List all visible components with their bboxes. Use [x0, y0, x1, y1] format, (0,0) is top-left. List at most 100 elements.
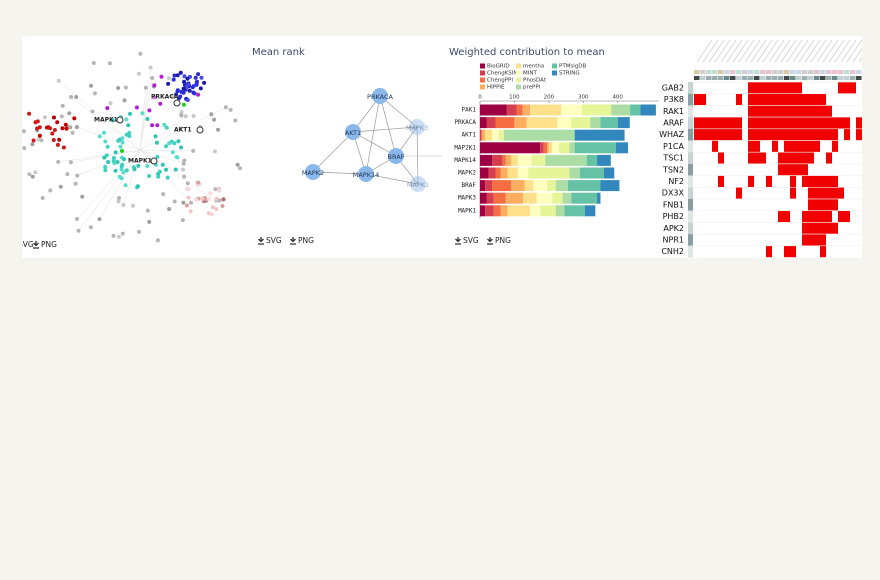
node	[108, 101, 113, 106]
download-button[interactable]: PNG	[33, 240, 57, 249]
heatmap-cell	[820, 199, 826, 211]
heatmap-cell	[766, 94, 772, 106]
legend-label: prePPI	[523, 85, 541, 91]
heatmap-cell	[808, 199, 814, 211]
annotation-cell	[790, 76, 796, 80]
download-button[interactable]: SVG	[258, 236, 282, 245]
annotation-cell	[760, 70, 766, 74]
heatmap-cell	[712, 129, 718, 141]
node	[196, 180, 201, 185]
node	[196, 92, 201, 97]
button-label[interactable]: PNG	[41, 240, 57, 249]
node	[171, 77, 176, 82]
node	[214, 196, 219, 201]
node	[150, 76, 155, 80]
node	[210, 205, 215, 210]
heatmap-cell	[790, 164, 796, 176]
heatmap-cell	[778, 152, 784, 164]
annotation-cell	[808, 70, 814, 74]
node	[216, 127, 220, 132]
network-panel: MAPK1 PRKACA AKT1 MAPK1 SVG PNG	[10, 51, 242, 249]
node	[102, 155, 107, 160]
heatmap-cell	[790, 94, 796, 106]
heatmap-cell	[802, 164, 808, 176]
heatmap-cell	[802, 222, 808, 234]
node	[134, 105, 139, 110]
x-tick-label: 0	[478, 95, 482, 101]
bar-segment	[559, 142, 570, 154]
node	[103, 168, 108, 173]
node	[123, 85, 128, 90]
node	[138, 51, 143, 56]
column-header-stroke	[774, 39, 791, 63]
node	[183, 114, 188, 119]
button-label[interactable]: PNG	[495, 236, 511, 245]
y-tick-label: PAK1	[462, 107, 477, 114]
heatmap-cell	[802, 105, 808, 117]
bar-segment	[543, 142, 548, 154]
legend-swatch	[516, 77, 521, 83]
node	[217, 198, 222, 203]
node	[182, 158, 187, 163]
heatmap-cell	[778, 105, 784, 117]
node	[128, 111, 132, 116]
heatmap-cell	[832, 175, 838, 187]
bar-segment	[480, 104, 507, 116]
heatmap-cell	[778, 117, 784, 129]
heatmap-cell	[820, 129, 826, 141]
node	[148, 65, 153, 70]
heatmap-cell	[820, 246, 826, 258]
heatmap-cell	[748, 152, 754, 164]
node	[90, 109, 95, 114]
heatmap-cell	[832, 129, 838, 141]
heatmap-cell	[790, 140, 796, 152]
node	[124, 117, 129, 122]
heatmap-cell	[796, 164, 802, 176]
node	[75, 173, 80, 178]
node	[122, 157, 126, 162]
column-header-stroke	[792, 39, 809, 63]
annotation-cell	[826, 76, 832, 80]
heatmap-cell	[784, 117, 790, 129]
node	[103, 139, 108, 144]
download-button[interactable]: SVG	[10, 240, 34, 249]
download-button[interactable]: PNG	[487, 236, 511, 245]
heatmap-cell	[706, 117, 712, 129]
node	[164, 144, 168, 149]
heatmap-cell	[784, 211, 790, 223]
button-label[interactable]: SVG	[18, 240, 34, 249]
bar-segment	[485, 129, 493, 141]
row-label: P3K8	[664, 95, 684, 104]
node	[206, 211, 211, 216]
button-label[interactable]: SVG	[463, 236, 479, 245]
annotation-cell	[778, 76, 784, 80]
edge	[139, 87, 147, 151]
bar-segment	[522, 104, 531, 116]
annotation-cell	[754, 70, 760, 74]
heatmap-cell	[700, 94, 706, 106]
node	[103, 165, 108, 169]
button-label[interactable]: SVG	[266, 236, 282, 245]
heatmap-cell	[808, 234, 814, 246]
heatmap-cell	[772, 105, 778, 117]
download-icon	[33, 241, 39, 249]
button-label[interactable]: PNG	[298, 236, 314, 245]
edge	[312, 131, 354, 173]
column-header-stroke	[846, 39, 862, 63]
bar-segment	[564, 205, 585, 217]
legend-label: mentha	[523, 64, 544, 70]
heatmap-cell	[856, 117, 862, 129]
heatmap-cell	[814, 105, 820, 117]
heatmap-cell	[838, 82, 844, 94]
edge	[352, 131, 397, 157]
download-button[interactable]: SVG	[455, 236, 479, 245]
edge	[139, 149, 184, 164]
node	[92, 91, 97, 96]
node	[110, 118, 115, 123]
row-label: GAB2	[662, 83, 684, 92]
annotation-cell	[856, 76, 862, 80]
download-button[interactable]: PNG	[290, 236, 314, 245]
edge	[70, 96, 141, 151]
node	[181, 102, 186, 107]
node	[145, 164, 150, 168]
